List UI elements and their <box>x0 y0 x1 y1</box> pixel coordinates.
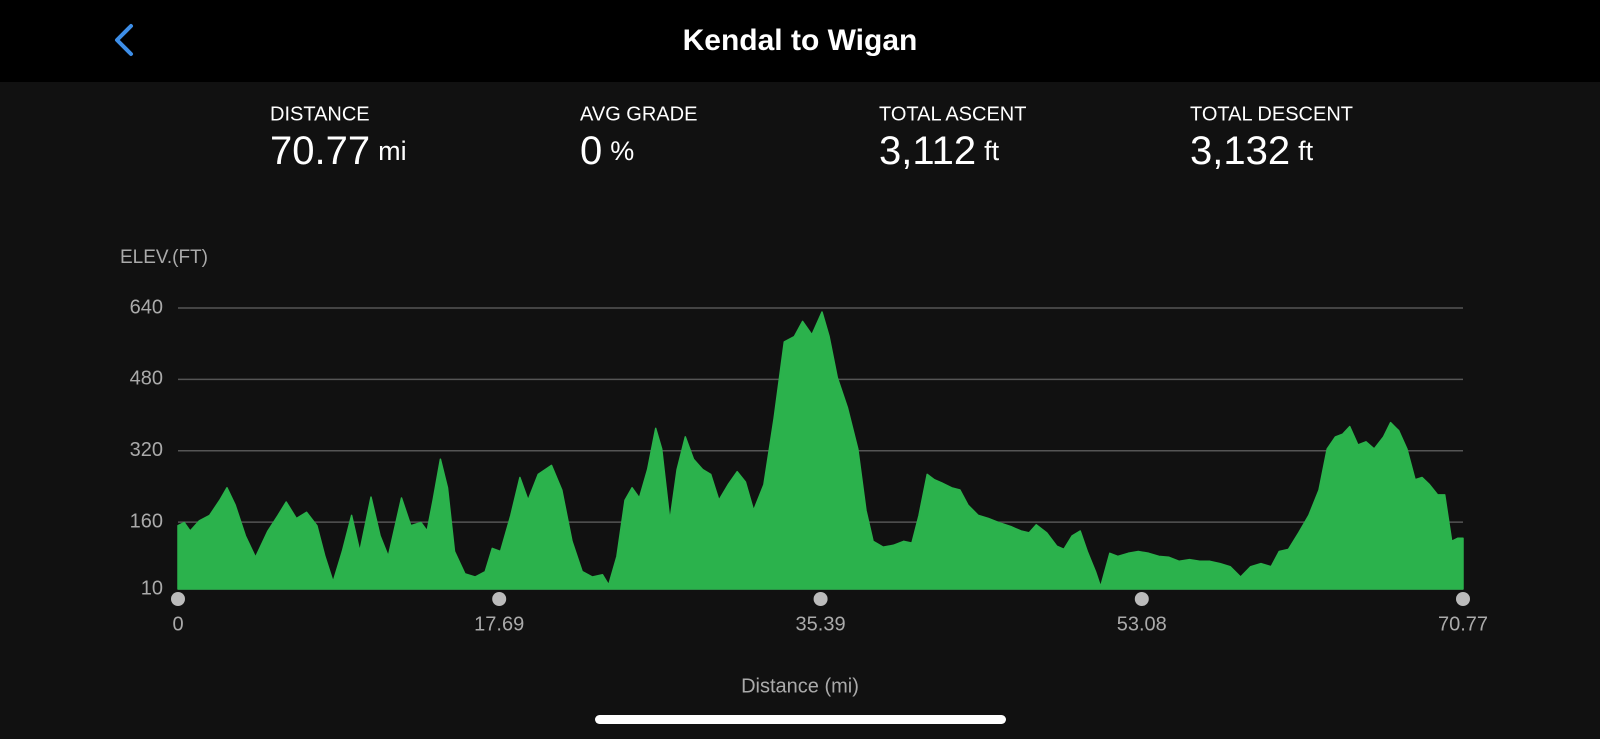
x-tick-label: 70.77 <box>1438 613 1488 635</box>
header-bar <box>0 0 1600 82</box>
y-tick-label: 640 <box>130 296 163 318</box>
x-axis-label: Distance (mi) <box>741 675 859 697</box>
x-tick-label: 35.39 <box>796 613 846 635</box>
x-tick-label: 53.08 <box>1117 613 1167 635</box>
stat-value: 70.77 mi <box>270 129 407 173</box>
y-tick-label: 10 <box>141 577 163 599</box>
stat-label: AVG GRADE <box>580 103 697 125</box>
stat-unit: ft <box>1298 136 1314 166</box>
stat-unit: mi <box>378 136 407 166</box>
y-axis-label: ELEV.(FT) <box>120 247 208 268</box>
x-tick-mark <box>1456 592 1470 606</box>
stat-value: 3,112 ft <box>879 129 1000 173</box>
x-tick-mark <box>171 592 185 606</box>
y-tick-label: 160 <box>130 510 163 532</box>
x-tick-label: 17.69 <box>474 613 524 635</box>
elevation-area <box>177 311 1464 590</box>
stats: DISTANCE 70.77 mi AVG GRADE 0 % TOTAL ASCENT 3,… <box>270 103 1353 172</box>
stat-number: 70.77 <box>270 129 370 173</box>
stat-label: DISTANCE <box>270 103 370 125</box>
stat-label: TOTAL ASCENT <box>879 103 1026 125</box>
back-button[interactable] <box>115 24 133 56</box>
home-indicator <box>595 715 1006 724</box>
stat-number: 3,132 <box>1190 129 1290 173</box>
x-tick-mark <box>1134 592 1149 606</box>
stat-unit: % <box>610 136 634 166</box>
stat-value: 3,132 ft <box>1190 129 1314 173</box>
stat-label: TOTAL DESCENT <box>1190 103 1353 125</box>
stat-value: 0% <box>580 129 634 173</box>
stat-number: 3,112 <box>879 129 976 173</box>
page-title: Kendal to Wigan <box>683 24 918 57</box>
chart: ELEV.(FT) Distance (mi) 10 160 320 480 640 0 17.… <box>120 247 1488 697</box>
y-tick-label: 480 <box>130 368 163 390</box>
x-tick-mark <box>813 592 828 606</box>
x-tick-mark <box>492 592 507 606</box>
stat-unit: ft <box>984 136 1000 166</box>
x-tick-label: 0 <box>172 613 183 635</box>
stat-number: 0 <box>580 129 602 173</box>
y-tick-label: 320 <box>130 439 163 461</box>
